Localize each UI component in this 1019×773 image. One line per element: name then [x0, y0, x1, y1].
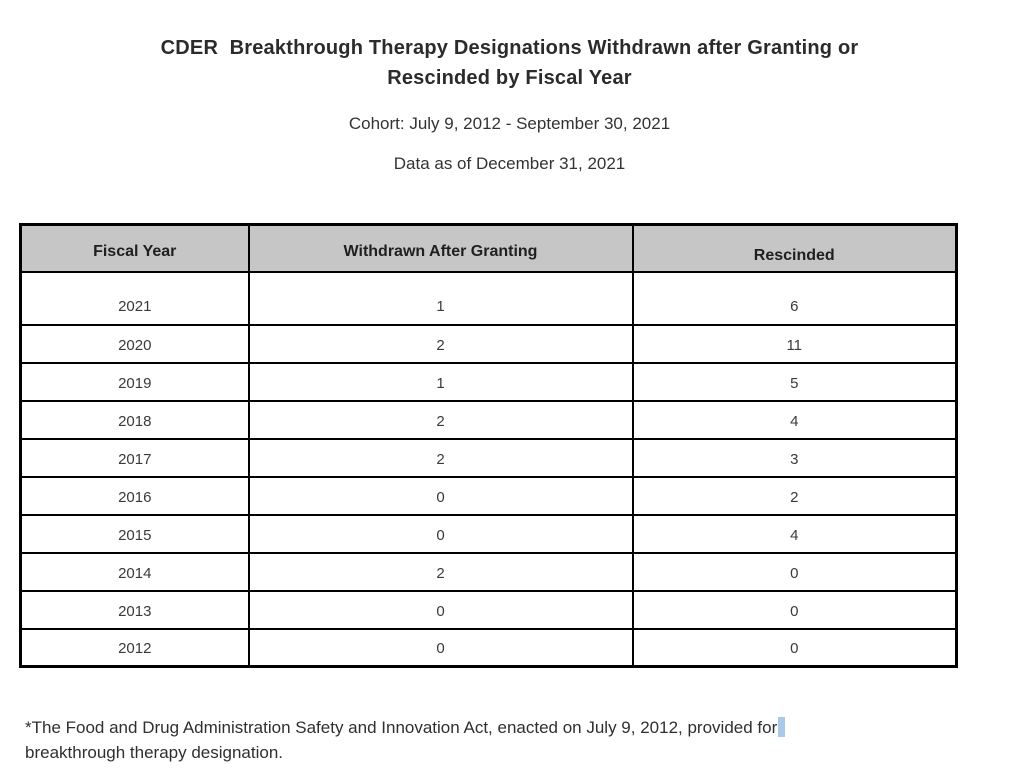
- cell-withdrawn: 2: [247, 323, 634, 364]
- cell-withdrawn: 0: [247, 627, 634, 668]
- table-row-2013: 2013 0 0: [19, 589, 958, 630]
- text-cursor-highlight: [778, 717, 786, 737]
- table-row-2017: 2017 2 3: [19, 437, 958, 478]
- cell-rescinded: 2: [631, 475, 958, 516]
- cell-fiscal-year: 2013: [19, 589, 250, 630]
- cell-rescinded: 11: [631, 323, 958, 364]
- cohort-subtitle: Cohort: July 9, 2012 - September 30, 202…: [348, 114, 671, 133]
- cell-withdrawn: 0: [247, 513, 634, 554]
- table-row-2021: 2021 1 6: [19, 270, 958, 326]
- cell-withdrawn: 2: [247, 399, 634, 440]
- page-title-line-1: CDER Breakthrough Therapy Designations W…: [160, 37, 859, 59]
- cell-rescinded: 3: [631, 437, 958, 478]
- footnote-line-2: breakthrough therapy designation.: [25, 743, 284, 762]
- cell-fiscal-year: 2019: [19, 361, 250, 402]
- footnote: *The Food and Drug Administration Safety…: [25, 715, 925, 765]
- title-block: CDER Breakthrough Therapy Designations W…: [0, 0, 1019, 174]
- cell-rescinded: 0: [631, 589, 958, 630]
- cell-withdrawn: 0: [247, 475, 634, 516]
- cell-withdrawn: 1: [247, 270, 634, 326]
- cell-withdrawn: 0: [247, 589, 634, 630]
- designations-table: Fiscal Year Withdrawn After Granting Res…: [19, 223, 958, 668]
- cell-withdrawn: 2: [247, 551, 634, 592]
- cell-fiscal-year: 2017: [19, 437, 250, 478]
- table-row-2018: 2018 2 4: [19, 399, 958, 440]
- cell-fiscal-year: 2016: [19, 475, 250, 516]
- table-row-2014: 2014 2 0: [19, 551, 958, 592]
- header-rescinded: Rescinded: [631, 223, 958, 273]
- cell-withdrawn: 2: [247, 437, 634, 478]
- cell-fiscal-year: 2020: [19, 323, 250, 364]
- cell-rescinded: 4: [631, 399, 958, 440]
- cell-fiscal-year: 2012: [19, 627, 250, 668]
- page-title-line-2: Rescinded by Fiscal Year: [387, 67, 632, 89]
- footnote-line-1: *The Food and Drug Administration Safety…: [25, 718, 778, 737]
- header-withdrawn-after-granting: Withdrawn After Granting: [247, 223, 634, 273]
- cell-rescinded: 0: [631, 627, 958, 668]
- cell-rescinded: 0: [631, 551, 958, 592]
- table-row-2016: 2016 0 2: [19, 475, 958, 516]
- table-row-2019: 2019 1 5: [19, 361, 958, 402]
- cell-fiscal-year: 2018: [19, 399, 250, 440]
- cell-fiscal-year: 2015: [19, 513, 250, 554]
- data-as-of-subtitle: Data as of December 31, 2021: [393, 154, 626, 173]
- cell-withdrawn: 1: [247, 361, 634, 402]
- header-fiscal-year: Fiscal Year: [19, 223, 250, 273]
- table-row-2020: 2020 2 11: [19, 323, 958, 364]
- cell-fiscal-year: 2014: [19, 551, 250, 592]
- table-header-row: Fiscal Year Withdrawn After Granting Res…: [19, 223, 958, 273]
- cell-rescinded: 4: [631, 513, 958, 554]
- table-row-2012: 2012 0 0: [19, 627, 958, 668]
- table-row-2015: 2015 0 4: [19, 513, 958, 554]
- cell-rescinded: 6: [631, 270, 958, 326]
- cell-fiscal-year: 2021: [19, 270, 250, 326]
- cell-rescinded: 5: [631, 361, 958, 402]
